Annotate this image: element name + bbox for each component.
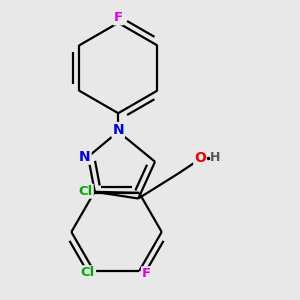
Text: O: O — [194, 152, 206, 165]
Text: Cl: Cl — [79, 185, 93, 198]
Text: F: F — [142, 267, 151, 280]
Text: Cl: Cl — [81, 266, 95, 279]
Text: H: H — [209, 151, 220, 164]
Text: N: N — [112, 123, 124, 137]
Text: N: N — [79, 150, 91, 164]
Text: F: F — [114, 11, 123, 24]
